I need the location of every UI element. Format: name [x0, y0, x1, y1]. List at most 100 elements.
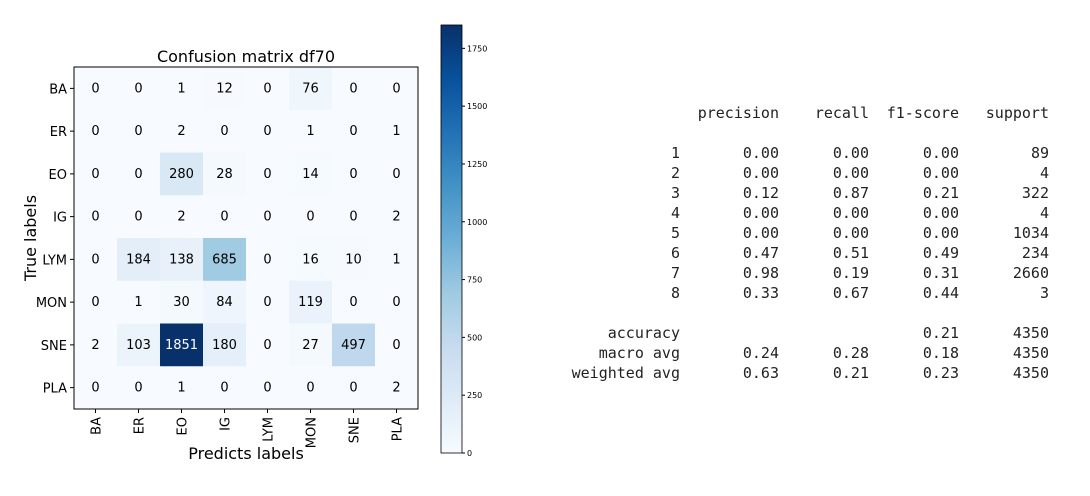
cell-value-label: 0 [349, 381, 357, 396]
heatmap-cell [332, 109, 376, 153]
report-cell: 0.00 [922, 204, 959, 222]
cell-value-label: 138 [169, 252, 194, 267]
report-cell: 1034 [1012, 224, 1049, 242]
cell-value-label: 12 [216, 81, 233, 96]
report-cell: 0.00 [742, 144, 779, 162]
cell-value-label: 1 [392, 252, 400, 267]
heatmap-cell [117, 109, 161, 153]
report-cell: 0.18 [922, 344, 959, 362]
x-tick-label: LYM [262, 417, 277, 442]
cell-value-label: 1 [306, 124, 314, 139]
cell-value-label: 16 [302, 252, 319, 267]
cell-value-label: 0 [263, 381, 271, 396]
x-tick-label: PLA [391, 417, 406, 441]
heatmap-cell [246, 238, 290, 282]
cell-value-label: 0 [263, 81, 271, 96]
y-tick-label: PLA [43, 382, 67, 397]
heatmap-cell [375, 280, 419, 324]
report-cell: 0.47 [742, 244, 779, 262]
cell-value-label: 0 [134, 81, 142, 96]
heatmap-cell [203, 67, 247, 111]
heatmap-cell [203, 280, 247, 324]
cell-value-label: 2 [177, 210, 185, 225]
cell-value-label: 0 [263, 210, 271, 225]
y-tick-labels: BA ER EO IG LYM MON SNE PLA [36, 82, 74, 397]
y-tick-label: MON [36, 296, 67, 311]
heatmap-cell [375, 366, 419, 410]
report-cell: 0.00 [922, 144, 959, 162]
report-cell: 3 [670, 184, 680, 202]
report-cell: 0.87 [832, 184, 869, 202]
heatmap-cell [246, 323, 290, 367]
report-cell: 0.31 [922, 264, 959, 282]
heatmap-cell [74, 323, 118, 367]
cell-value-label: 0 [392, 295, 400, 310]
cell-value-label: 280 [169, 167, 194, 182]
cell-value-label: 0 [349, 81, 357, 96]
report-cell: 2660 [1012, 264, 1049, 282]
x-tick-label: EO [176, 417, 191, 435]
heatmap-cell [160, 195, 204, 239]
colorbar-tick-label: 1500 [467, 102, 487, 111]
heatmap-cell [332, 67, 376, 111]
report-cell: 4350 [1012, 364, 1049, 382]
report-cell: 0.98 [742, 264, 779, 282]
cell-value-label: 0 [91, 252, 99, 267]
report-cell: 0.00 [742, 224, 779, 242]
heatmap-cell [203, 109, 247, 153]
heatmap-cell [160, 323, 204, 367]
heatmap-cell [74, 152, 118, 196]
cell-value-label: 2 [392, 210, 400, 225]
heatmap-cell [117, 195, 161, 239]
x-tick-label: IG [219, 417, 234, 431]
cell-value-label: 0 [349, 295, 357, 310]
heatmap-cell [332, 323, 376, 367]
report-cell: 8 [670, 284, 680, 302]
y-tick-label: BA [49, 82, 67, 97]
heatmap-cell [117, 280, 161, 324]
heatmap-cell [74, 195, 118, 239]
cell-value-label: 0 [306, 210, 314, 225]
report-cell: 4 [1039, 204, 1049, 222]
colorbar-tick-label: 1000 [467, 218, 487, 227]
x-tick-label: SNE [348, 417, 363, 443]
cell-value-label: 0 [392, 81, 400, 96]
cell-value-label: 0 [349, 210, 357, 225]
report-column-header: f1-score [886, 104, 959, 122]
cell-value-label: 184 [126, 252, 151, 267]
heatmap-cell [332, 280, 376, 324]
report-cell: 0.00 [832, 164, 869, 182]
report-cell: 0.44 [922, 284, 959, 302]
heatmap-cell [289, 109, 333, 153]
report-cell: 5 [670, 224, 680, 242]
colorbar-tick-label: 1250 [467, 160, 487, 169]
heatmap-cells: 0 0 1 12 0 76 0 00 0 2 0 0 1 0 10 0 280 28 0 14 0 00 0 2 0 0 0 0 20 1… [74, 67, 419, 410]
y-tick-label: LYM [42, 253, 67, 268]
cell-value-label: 0 [263, 167, 271, 182]
cell-value-label: 0 [134, 124, 142, 139]
colorbar-tick-label: 750 [467, 276, 482, 285]
cell-value-label: 28 [216, 167, 233, 182]
report-cell: 0.19 [832, 264, 869, 282]
report-cell: macro avg [598, 344, 680, 362]
cell-value-label: 1 [392, 124, 400, 139]
y-axis-title: True labels [21, 195, 40, 282]
heatmap-cell [332, 152, 376, 196]
cell-value-label: 0 [349, 124, 357, 139]
heatmap-cell [246, 280, 290, 324]
heatmap-cell [74, 109, 118, 153]
cell-value-label: 0 [91, 295, 99, 310]
report-cell: 0.21 [922, 324, 959, 342]
confusion-matrix-figure: Confusion matrix df70 0 0 1 12 0 76 0 00 0 2 0 0 1 0 1… [21, 24, 487, 463]
heatmap-cell [160, 152, 204, 196]
cell-value-label: 0 [392, 167, 400, 182]
cell-value-label: 2 [91, 338, 99, 353]
heatmap-cell [375, 152, 419, 196]
cell-value-label: 0 [392, 338, 400, 353]
report-cell: 0.00 [922, 164, 959, 182]
report-cell: 0.00 [922, 224, 959, 242]
heatmap-cell [160, 67, 204, 111]
cell-value-label: 0 [91, 381, 99, 396]
colorbar-ticks: 0 250 500 750 1000 1250 1500 1750 [462, 44, 487, 458]
report-cell: 0.24 [742, 344, 779, 362]
